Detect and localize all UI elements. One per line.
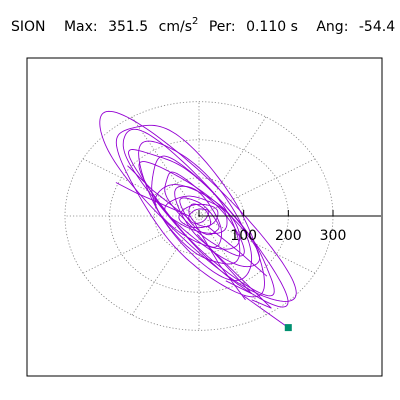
trace-loop <box>164 195 228 234</box>
trace-loop <box>179 197 220 236</box>
trace-loop <box>138 161 261 268</box>
max-value: 351.5 <box>108 18 149 35</box>
trace-stroke <box>206 225 268 277</box>
trace-stroke <box>115 182 192 218</box>
grid-spoke-120 <box>131 116 200 217</box>
trace-loop <box>188 203 212 228</box>
axes <box>198 210 381 217</box>
grid-spoke-150 <box>82 158 200 217</box>
max-unit-base: cm/s <box>158 18 192 35</box>
trace-loop <box>138 140 253 282</box>
station-name: SION <box>11 18 46 35</box>
tick-labels: 100 200 300 <box>230 228 346 244</box>
trace-loop <box>122 128 289 308</box>
trace-loop <box>128 149 275 297</box>
acceleration-trace <box>99 110 297 328</box>
x-tick-label-300: 300 <box>320 228 347 244</box>
trace-loop <box>154 184 241 250</box>
angle-value: -54.4 <box>358 18 396 35</box>
grid-spoke-300 <box>198 215 267 316</box>
max-label: Max: <box>63 18 98 35</box>
angle-label: Ang: <box>316 18 349 35</box>
trace-loop <box>178 203 219 229</box>
grid-spoke-330 <box>198 215 316 274</box>
chart-header: SION Max: 351.5 cm/s2 Per: 0.110 s Ang: … <box>11 16 396 37</box>
x-tick-label-100: 100 <box>230 228 257 244</box>
trace-loop <box>164 171 245 257</box>
trace-stroke <box>194 222 246 301</box>
trace-stroke <box>243 295 289 328</box>
trace-stroke <box>127 165 191 221</box>
max-unit-exponent: 2 <box>192 16 199 27</box>
period-value: 0.110 s <box>246 18 298 35</box>
endpoint-marker <box>284 324 292 332</box>
plot-frame <box>26 57 383 377</box>
trace-loop <box>115 124 265 298</box>
trace-loop <box>188 208 210 224</box>
x-tick-label-200: 200 <box>275 228 302 244</box>
period-label: Per: <box>208 18 236 35</box>
trace-loop <box>99 110 297 302</box>
grid-spoke-210 <box>82 215 200 274</box>
grid-spoke-30 <box>198 158 316 217</box>
max-unit: cm/s2 <box>158 16 199 35</box>
grid-spoke-240 <box>131 215 200 316</box>
trace-stroke <box>204 242 272 309</box>
trace-loop <box>174 185 222 248</box>
